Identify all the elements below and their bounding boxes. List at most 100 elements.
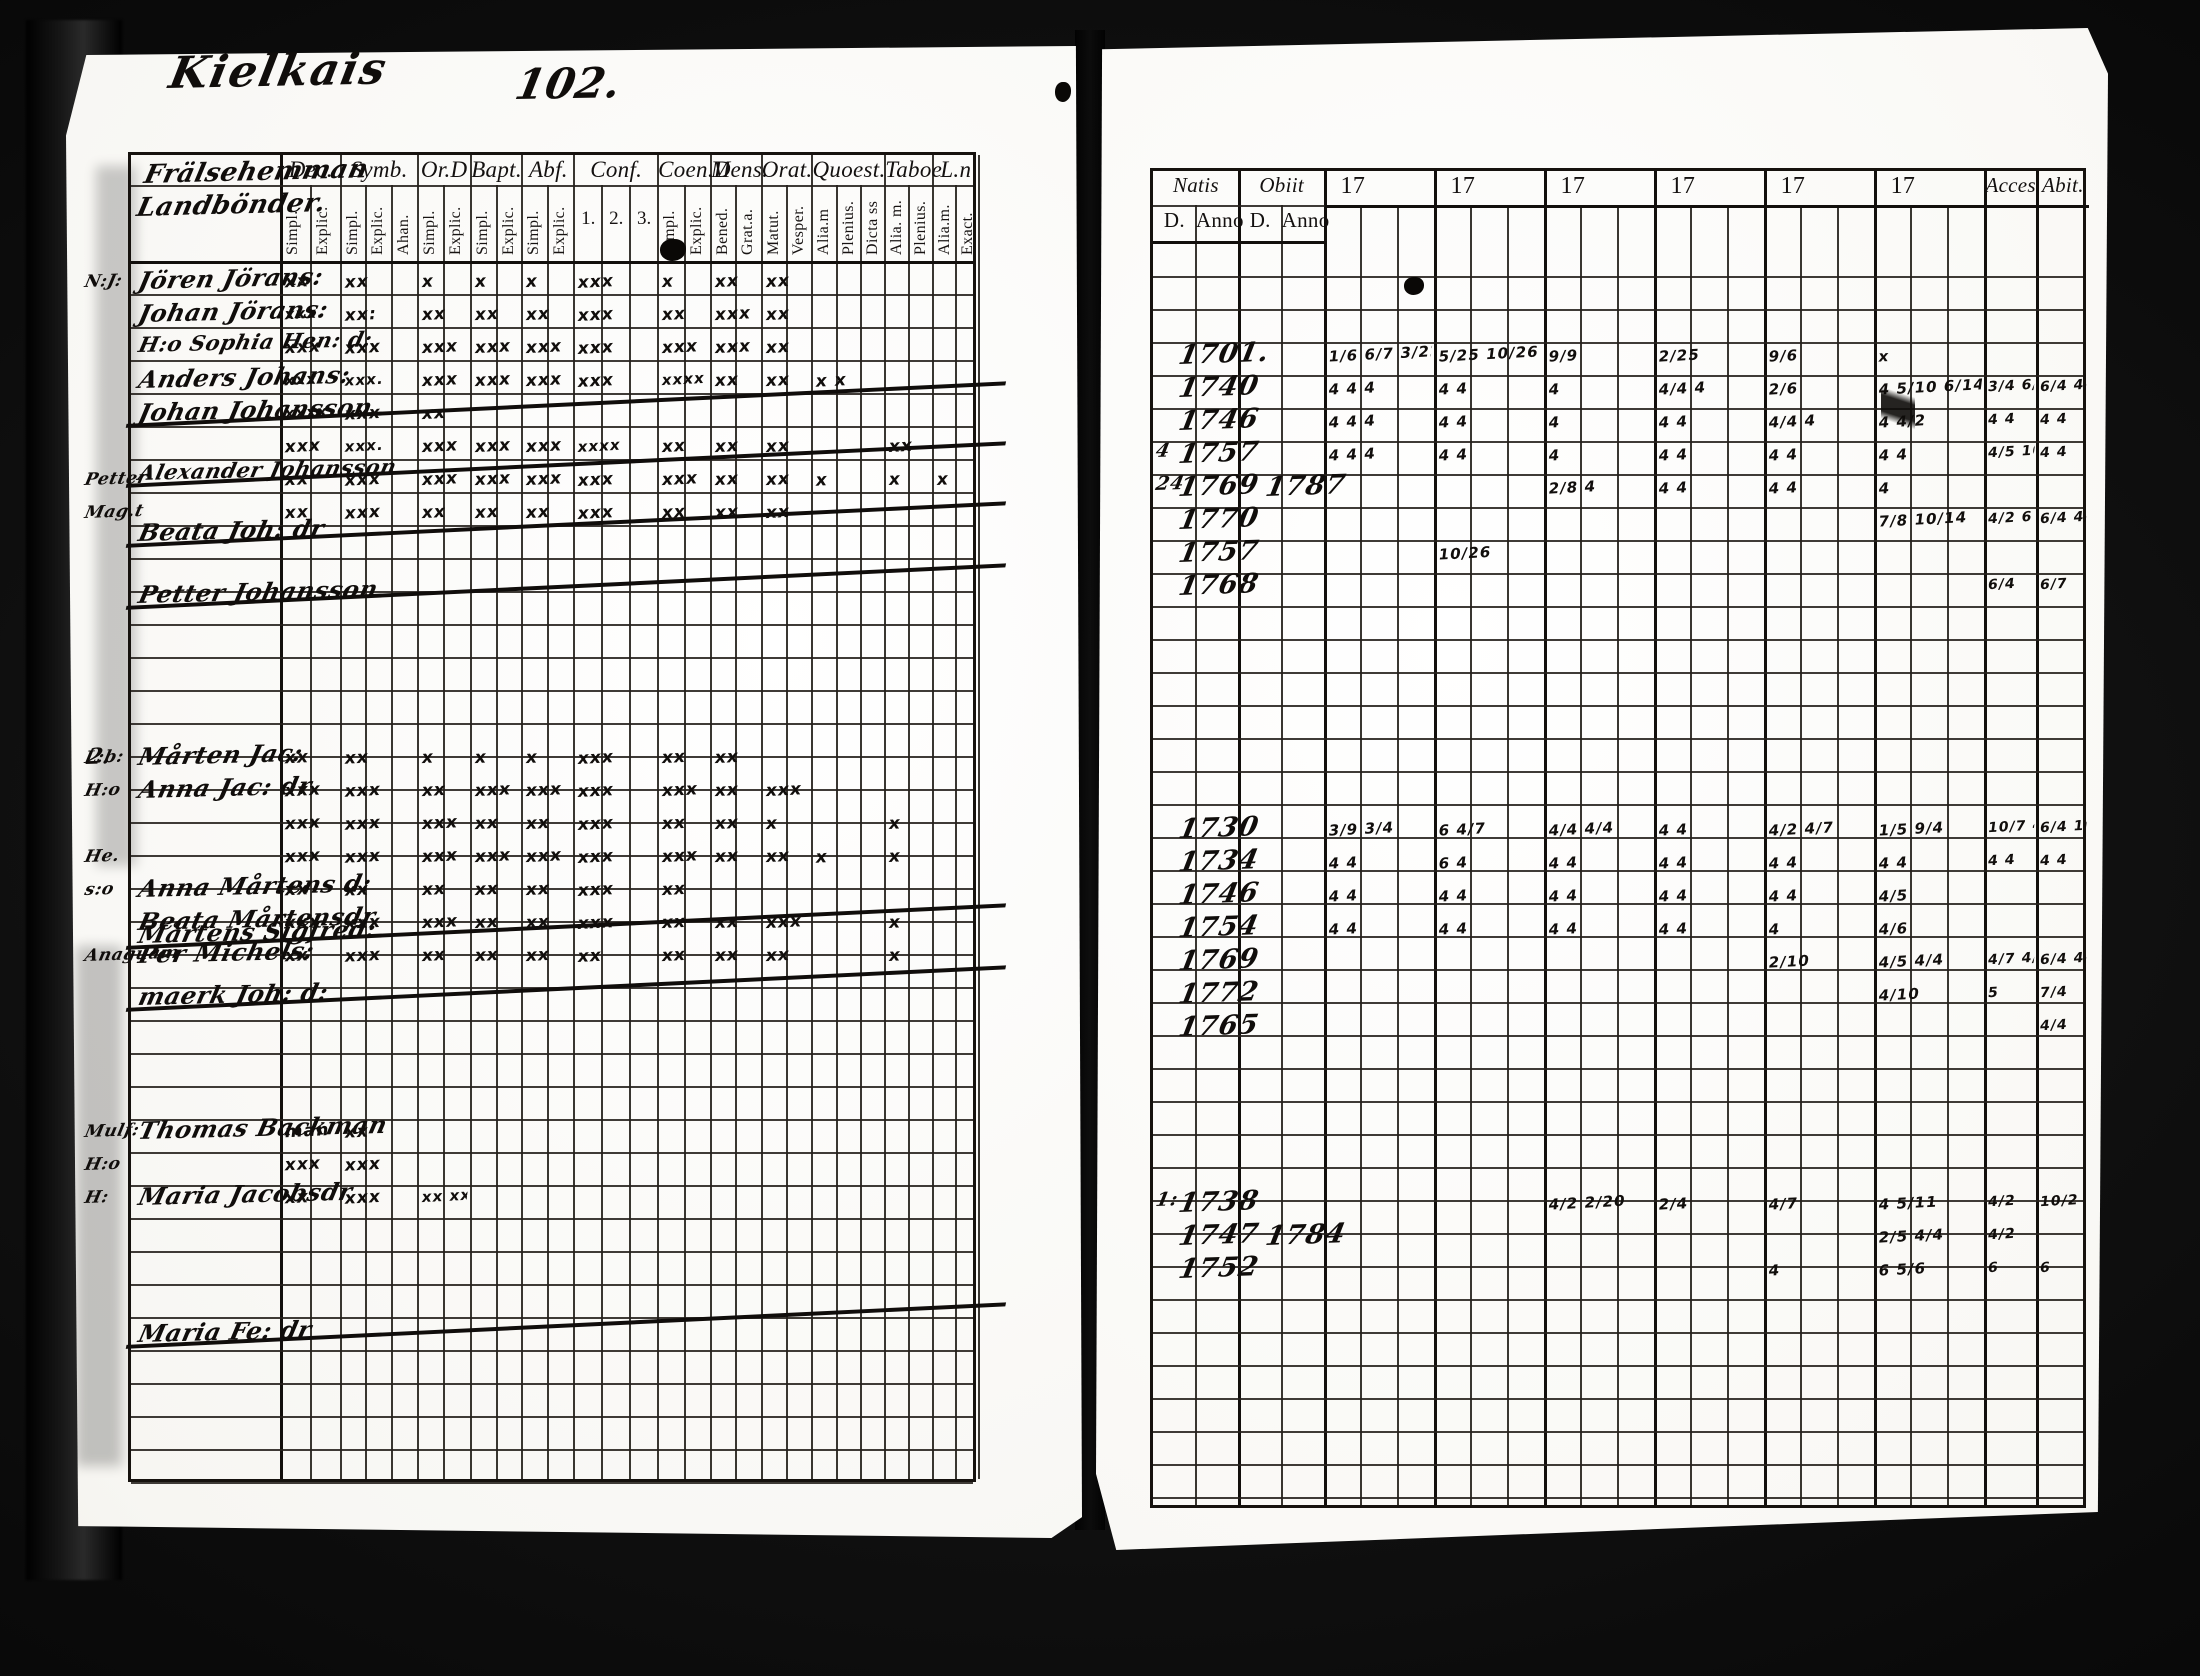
attendance-marks: xx [660, 435, 688, 458]
row-divider [1153, 936, 2083, 938]
attendance-marks: xxx [283, 779, 323, 802]
attendance-marks: xx [713, 944, 741, 967]
ink-blot-title [1055, 82, 1071, 102]
attendance-marks: xxx [473, 336, 512, 359]
row-divider [1153, 1266, 2083, 1268]
row-divider [1153, 507, 2083, 509]
abit-entry: 6/4 16/4 [2038, 817, 2088, 837]
year-entry: 4 4 [1437, 379, 1469, 399]
column-header-abit: Abit. [2042, 173, 2084, 197]
sub-column-divider [1910, 205, 1913, 1505]
attendance-marks: xx [343, 747, 370, 769]
column-divider [573, 155, 576, 1479]
attendance-marks: xx [887, 435, 915, 458]
abit-entry: 10/2 [2038, 1192, 2080, 1211]
attendance-marks: xx [764, 303, 791, 326]
natis-year: 1765 [1175, 1009, 1262, 1043]
sub-header-dictass: Dicta ss [864, 200, 881, 255]
year-entry: 4 [1547, 446, 1561, 465]
attendance-marks: xx [473, 812, 500, 835]
sub-header-exact: Exact. [958, 212, 976, 255]
row-divider [131, 327, 973, 329]
row-divider [1153, 342, 2083, 344]
attendance-marks: xx [525, 501, 552, 524]
attendance-marks: xx xxx [420, 1185, 468, 1207]
left-register-table: Dec. Symb. Or.D Bapt. Abf. Conf. Coen.D Mens. Or… [83, 152, 980, 1484]
row-divider [1153, 771, 2083, 773]
sub-column-divider [1690, 205, 1693, 1505]
attendance-marks: xxx [713, 336, 753, 359]
attendance-marks: xxx [713, 303, 753, 326]
sub-header-explic: Explic. [447, 206, 465, 255]
attendance-marks: xx [713, 746, 741, 769]
attendance-marks: xxx. [343, 435, 385, 456]
acces-entry: 4/7 4/6 [1986, 949, 2035, 969]
ink-slash-artifact [1880, 333, 1915, 483]
attendance-marks: x [814, 470, 830, 491]
attendance-marks: xxx. [283, 369, 325, 390]
row-divider [1153, 1002, 2083, 1004]
acces-entry: 6 [1986, 1259, 2000, 1277]
sub-column-divider [1470, 205, 1473, 1505]
attendance-marks: xx [525, 878, 552, 901]
attendance-marks: x [420, 747, 435, 769]
natis-year: 1768 [1175, 568, 1262, 602]
sub-header-explic: Explic. [313, 206, 331, 255]
row-divider [1153, 1299, 2083, 1301]
sub-header-aliam: Alia.m [815, 208, 833, 255]
row-divider [1153, 573, 2083, 575]
row-divider [1153, 969, 2083, 971]
row-divider [131, 1482, 973, 1484]
attendance-marks: xx [660, 303, 688, 326]
sub-header-aliam: Alia.m. [935, 204, 953, 255]
attendance-marks: xxx [420, 468, 459, 491]
attendance-marks: xx [283, 747, 311, 769]
year-entry: 4 5/11 [1877, 1192, 1939, 1214]
column-header-17: 17 [1670, 173, 1696, 199]
row-divider [1153, 1200, 2083, 1202]
column-header-ln: L.n [940, 157, 972, 182]
acces-entry: 4 4 [1986, 851, 2016, 870]
row-divider [1153, 1101, 2083, 1103]
attendance-marks: xx [764, 336, 791, 359]
attendance-marks: xx [420, 779, 447, 802]
attendance-marks: xxx [660, 336, 700, 359]
attendance-marks: xx [420, 878, 447, 901]
abit-entry: 6/4 4/7 [2038, 376, 2088, 396]
sub-column-divider [547, 185, 550, 1479]
attendance-marks: xxx [525, 336, 564, 359]
attendance-marks: xx [525, 303, 552, 326]
attendance-marks: xx: [343, 304, 378, 326]
year-entry: 4 4 4 [1327, 378, 1377, 399]
column-divider [710, 155, 713, 1479]
attendance-marks: xxx [343, 911, 382, 934]
row-divider [131, 1053, 973, 1055]
row-divider [1153, 1233, 2083, 1235]
attendance-marks: xx [764, 270, 791, 293]
natis-year: 1747 [1175, 1218, 1262, 1252]
row-divider [131, 294, 973, 296]
attendance-marks: xxx [343, 845, 382, 868]
year-entry: 4 [1547, 413, 1561, 432]
sub-column-divider [1280, 205, 1283, 1505]
year-entry: 2/25 [1657, 345, 1701, 366]
year-entry: 4 4 [1437, 412, 1469, 432]
sub-header-explic: Explic. [687, 206, 705, 255]
attendance-marks: xxx [343, 779, 382, 802]
row-divider [131, 657, 973, 659]
year-entry: 4/4 4 [1767, 411, 1817, 432]
row-divider [1153, 441, 2083, 443]
year-entry: 4 [1767, 1261, 1781, 1280]
row-prefix: Mag.t [82, 500, 146, 523]
year-entry: 9/6 [1767, 346, 1799, 366]
attendance-marks: xxx [283, 845, 323, 868]
attendance-marks: xxx [343, 812, 382, 835]
year-entry: 4 [1547, 380, 1561, 399]
row-divider [1153, 375, 2083, 377]
sub-column-divider [835, 185, 838, 1479]
row-divider [1153, 276, 2083, 278]
row-divider [1153, 1497, 2083, 1499]
sub-column-divider [495, 185, 498, 1479]
attendance-marks: xx [713, 845, 741, 868]
attendance-marks: xxx [525, 468, 564, 491]
